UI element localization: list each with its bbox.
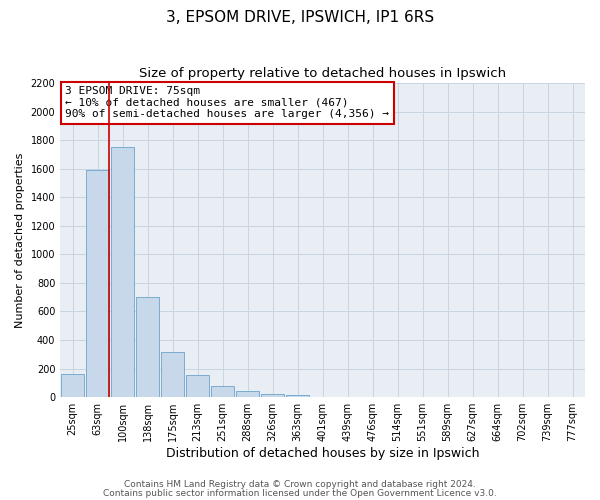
Bar (211, 386, 234, 397)
Title: Size of property relative to detached houses in Ipswich: Size of property relative to detached ho… (139, 68, 506, 80)
Text: 3, EPSOM DRIVE, IPSWICH, IP1 6RS: 3, EPSOM DRIVE, IPSWICH, IP1 6RS (166, 10, 434, 25)
Bar (86, 170, 109, 397)
Bar (262, 394, 284, 397)
Bar (236, 390, 259, 397)
Bar (161, 352, 184, 397)
Text: Contains public sector information licensed under the Open Government Licence v3: Contains public sector information licen… (103, 488, 497, 498)
Bar (136, 297, 159, 397)
Text: Contains HM Land Registry data © Crown copyright and database right 2024.: Contains HM Land Registry data © Crown c… (124, 480, 476, 489)
Y-axis label: Number of detached properties: Number of detached properties (15, 152, 25, 328)
Bar (61, 374, 84, 397)
Bar (112, 148, 134, 397)
Bar (187, 375, 209, 397)
X-axis label: Distribution of detached houses by size in Ipswich: Distribution of detached houses by size … (166, 447, 479, 460)
Text: 3 EPSOM DRIVE: 75sqm
← 10% of detached houses are smaller (467)
90% of semi-deta: 3 EPSOM DRIVE: 75sqm ← 10% of detached h… (65, 86, 389, 120)
Bar (286, 395, 309, 397)
